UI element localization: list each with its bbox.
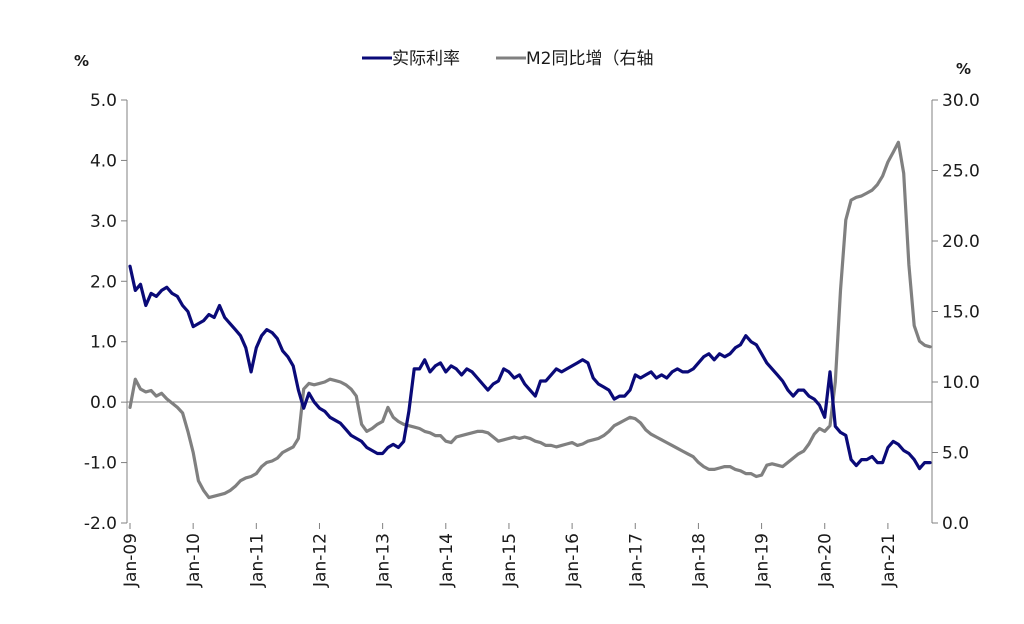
right-tick-label: 15.0 <box>942 303 980 323</box>
left-tick-label: 4.0 <box>90 151 117 171</box>
series-line-real-rate <box>128 264 932 471</box>
legend-label-real-rate: 实际利率 <box>392 49 460 69</box>
left-tick-label: -2.0 <box>84 514 117 534</box>
left-axis-unit: % <box>74 52 89 70</box>
left-tick-label: 2.0 <box>90 272 117 292</box>
right-tick-label: 30.0 <box>942 91 980 111</box>
x-tick-label: Jan-14 <box>437 533 457 588</box>
right-axis-ticks: 30.0 25.0 20.0 15.0 10.0 5.0 0.0 <box>932 91 980 534</box>
right-tick-label: 5.0 <box>942 444 969 464</box>
x-axis-ticks: Jan-09 Jan-10 Jan-11 Jan-12 Jan-13 Jan-14 Jan-… <box>121 523 899 588</box>
x-tick-label: Jan-11 <box>247 533 267 588</box>
legend-label-m2: M2同比增（右轴 <box>526 49 653 69</box>
x-tick-label: Jan-09 <box>121 533 141 588</box>
left-tick-label: 5.0 <box>90 91 117 111</box>
right-axis-unit: % <box>956 60 971 78</box>
series-line-m2 <box>128 140 932 500</box>
x-tick-label: Jan-15 <box>500 533 520 588</box>
right-tick-label: 25.0 <box>942 162 980 182</box>
left-tick-label: 0.0 <box>90 393 117 413</box>
series-layer <box>128 140 932 500</box>
left-tick-label: 1.0 <box>90 333 117 353</box>
x-tick-label: Jan-13 <box>374 533 394 588</box>
right-tick-label: 10.0 <box>942 373 980 393</box>
x-tick-label: Jan-19 <box>753 533 773 588</box>
x-tick-label: Jan-16 <box>563 533 583 588</box>
x-tick-label: Jan-18 <box>689 533 709 588</box>
x-tick-label: Jan-20 <box>816 533 836 588</box>
left-tick-label: 3.0 <box>90 212 117 232</box>
legend: 实际利率 M2同比增（右轴 <box>362 49 653 69</box>
right-tick-label: 0.0 <box>942 514 969 534</box>
x-tick-label: Jan-17 <box>626 533 646 588</box>
left-axis-ticks: 5.0 4.0 3.0 2.0 1.0 0.0 -1.0 -2.0 <box>84 91 127 534</box>
x-tick-label: Jan-10 <box>184 533 204 588</box>
x-tick-label: Jan-21 <box>879 533 899 588</box>
right-tick-label: 20.0 <box>942 232 980 252</box>
x-tick-label: Jan-12 <box>310 533 330 588</box>
left-tick-label: -1.0 <box>84 454 117 474</box>
